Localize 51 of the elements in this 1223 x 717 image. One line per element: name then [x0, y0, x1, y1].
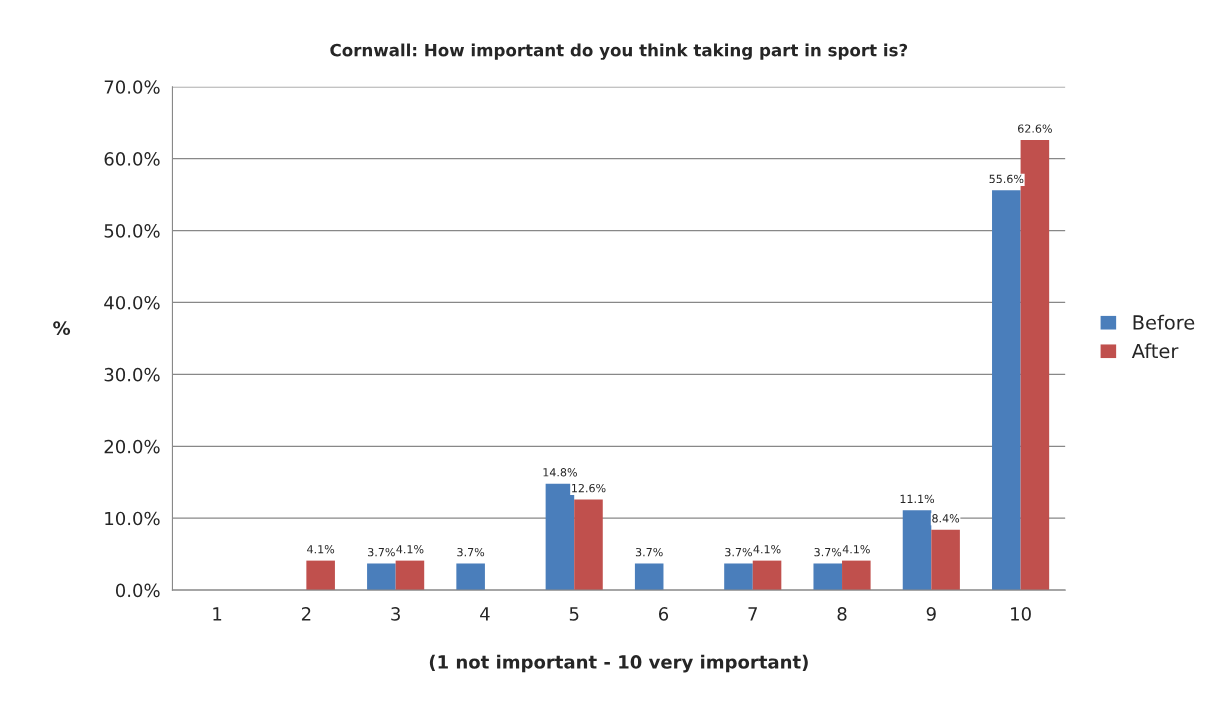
bar: [931, 529, 960, 591]
bar: [306, 560, 335, 591]
data-label: 3.7%: [814, 547, 842, 557]
y-tick-label: 70.0%: [104, 80, 160, 94]
data-label: 14.8%: [543, 468, 577, 477]
y-tick-label: 60.0%: [104, 152, 160, 166]
y-tick-label: 0.0%: [115, 583, 160, 598]
data-label: 8.4%: [932, 514, 960, 523]
legend-label: Before: [1133, 314, 1195, 330]
data-label: 3.7%: [368, 547, 395, 557]
data-label: 4.1%: [842, 545, 870, 554]
bar: [634, 563, 664, 591]
bar: [724, 563, 753, 591]
x-tick-label: 4: [480, 607, 490, 621]
data-label: 62.6%: [1018, 124, 1052, 133]
x-tick-label: 8: [837, 607, 847, 621]
data-label: 12.6%: [572, 483, 606, 493]
bar: [574, 499, 603, 591]
data-label: 3.7%: [725, 547, 752, 557]
bar: [902, 510, 932, 591]
y-tick-label: 50.0%: [104, 224, 160, 238]
data-label: 11.1%: [900, 494, 935, 504]
bar: [752, 560, 782, 591]
y-tick-label: 40.0%: [104, 295, 160, 310]
bar: [367, 563, 396, 591]
x-tick-label: 1: [213, 607, 222, 621]
x-axis-title: (1 not important - 10 very important): [429, 654, 808, 673]
chart-title: Cornwall: How important do you think taking part in sport is?: [330, 43, 908, 60]
data-label: 4.1%: [396, 545, 424, 554]
x-tick-label: 6: [658, 607, 669, 621]
bar: [813, 563, 843, 591]
x-tick-label: 5: [569, 607, 579, 621]
data-label: 4.1%: [307, 545, 335, 554]
legend-label: After: [1131, 343, 1179, 359]
data-label: 3.7%: [457, 547, 485, 557]
x-tick-label: 2: [301, 607, 311, 621]
y-tick-label: 20.0%: [104, 439, 160, 454]
x-tick-label: 9: [926, 607, 936, 621]
bar: [992, 190, 1021, 591]
y-tick-label: 10.0%: [105, 511, 160, 526]
y-tick-label: 30.0%: [104, 367, 160, 382]
data-label: 55.6%: [989, 174, 1024, 184]
bar: [456, 563, 485, 591]
data-label: 4.1%: [753, 545, 781, 554]
x-tick-label: 10: [1011, 607, 1031, 621]
x-tick-label: 3: [391, 607, 400, 621]
bar: [395, 560, 425, 591]
bar: [842, 560, 871, 591]
y-axis-title: %: [53, 321, 71, 335]
x-tick-label: 7: [748, 607, 757, 621]
data-label: 3.7%: [635, 547, 663, 557]
